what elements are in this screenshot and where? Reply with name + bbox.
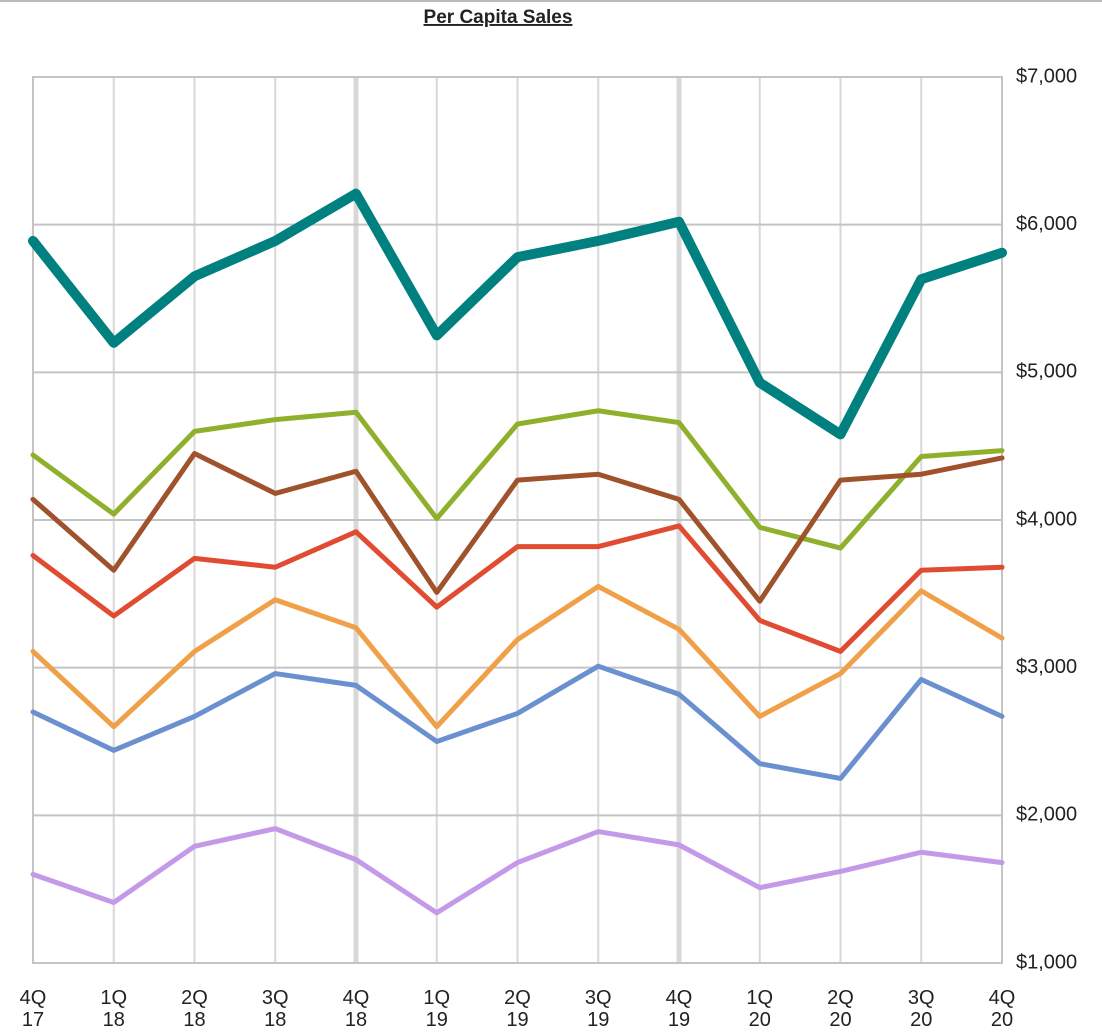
x-tick-label: 1Q 18 <box>100 987 128 1031</box>
series-line <box>30 523 1005 654</box>
y-tick-label: $7,000 <box>1016 65 1077 87</box>
series-line <box>30 408 1005 551</box>
x-tick-label: 4Q 20 <box>988 987 1016 1031</box>
series-line <box>30 451 1005 604</box>
series-line <box>30 826 1005 916</box>
x-tick-label: 2Q 18 <box>181 987 208 1031</box>
x-tick-label: 1Q 19 <box>423 987 451 1031</box>
series-line <box>30 663 1005 781</box>
y-tick-label: $4,000 <box>1016 508 1077 530</box>
y-tick-label: $1,000 <box>1016 951 1077 973</box>
x-tick-label: 4Q 19 <box>665 987 693 1031</box>
x-tick-label: 2Q 19 <box>504 987 531 1031</box>
x-tick-label: 3Q 19 <box>584 987 612 1031</box>
y-tick-label: $3,000 <box>1016 656 1077 678</box>
y-tick-label: $6,000 <box>1016 213 1077 235</box>
series-line <box>30 583 1005 730</box>
plot-border <box>32 76 1003 964</box>
x-tick-label: 1Q 20 <box>746 987 774 1031</box>
x-tick-label: 2Q 20 <box>827 987 854 1031</box>
x-tick-label: 4Q 17 <box>19 987 47 1031</box>
x-tick-label: 3Q 20 <box>907 987 935 1031</box>
chart-title: Per Capita Sales <box>424 7 573 28</box>
y-tick-label: $2,000 <box>1016 804 1077 826</box>
series-line <box>28 188 1007 440</box>
x-tick-label: 4Q 18 <box>342 987 370 1031</box>
y-tick-label: $5,000 <box>1016 361 1077 383</box>
x-tick-label: 3Q 18 <box>261 987 289 1031</box>
